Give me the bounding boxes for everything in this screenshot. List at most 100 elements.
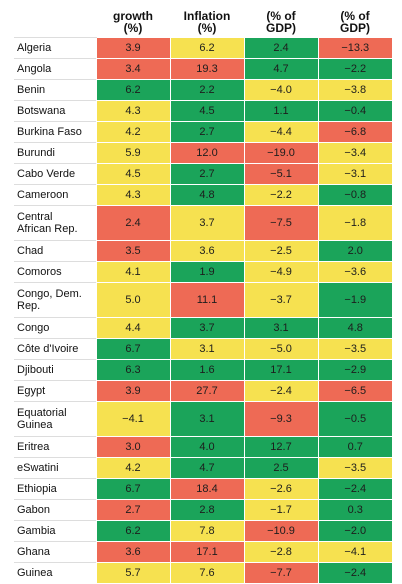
- external-cell: 0.3: [317, 499, 392, 521]
- country-name: Cameroon: [14, 184, 96, 206]
- external-cell: −3.1: [317, 163, 392, 185]
- fiscal-cell: −7.5: [243, 205, 318, 241]
- external-cell: −3.6: [317, 261, 392, 283]
- growth-cell: −4.1: [95, 401, 170, 437]
- fiscal-cell: −2.8: [243, 541, 318, 563]
- growth-cell: 5.7: [95, 562, 170, 583]
- country-name: Congo: [14, 317, 96, 339]
- growth-cell: 4.1: [95, 261, 170, 283]
- table-row: Burundi 5.9 12.0 −19.0 −3.4: [14, 142, 392, 164]
- inflation-cell: 3.1: [169, 338, 244, 360]
- growth-cell: 4.4: [95, 317, 170, 339]
- table-row: Central African Rep. 2.4 3.7 −7.5 −1.8: [14, 205, 392, 241]
- growth-cell: 6.7: [95, 338, 170, 360]
- fiscal-cell: −2.6: [243, 478, 318, 500]
- fiscal-cell: −5.1: [243, 163, 318, 185]
- inflation-cell: 3.7: [169, 317, 244, 339]
- growth-cell: 6.2: [95, 79, 170, 101]
- country-name: Central African Rep.: [14, 205, 96, 241]
- country-name: Egypt: [14, 380, 96, 402]
- country-name: Burundi: [14, 142, 96, 164]
- indicators-table: growth (%) Inflation (%) (% of GDP) (% o…: [14, 0, 392, 583]
- table-row: Burkina Faso 4.2 2.7 −4.4 −6.8: [14, 121, 392, 143]
- fiscal-cell: −4.0: [243, 79, 318, 101]
- fiscal-cell: −5.0: [243, 338, 318, 360]
- external-cell: −0.8: [317, 184, 392, 206]
- fiscal-cell: −4.4: [243, 121, 318, 143]
- external-cell: 2.0: [317, 240, 392, 262]
- table-row: Cabo Verde 4.5 2.7 −5.1 −3.1: [14, 163, 392, 185]
- growth-cell: 3.0: [95, 436, 170, 458]
- inflation-cell: 2.8: [169, 499, 244, 521]
- country-name: Botswana: [14, 100, 96, 122]
- inflation-cell: 7.8: [169, 520, 244, 542]
- table-row: Guinea 5.7 7.6 −7.7 −2.4: [14, 562, 392, 583]
- table-row: Egypt 3.9 27.7 −2.4 −6.5: [14, 380, 392, 402]
- fiscal-cell: 2.5: [243, 457, 318, 479]
- growth-cell: 6.3: [95, 359, 170, 381]
- external-cell: −6.8: [317, 121, 392, 143]
- external-cell: −3.4: [317, 142, 392, 164]
- inflation-cell: 1.9: [169, 261, 244, 283]
- external-cell: −2.4: [317, 478, 392, 500]
- fiscal-cell: −19.0: [243, 142, 318, 164]
- external-cell: −13.3: [317, 37, 392, 59]
- fiscal-cell: −2.2: [243, 184, 318, 206]
- inflation-cell: 6.2: [169, 37, 244, 59]
- inflation-cell: 3.6: [169, 240, 244, 262]
- country-name: Chad: [14, 240, 96, 262]
- fiscal-cell: 1.1: [243, 100, 318, 122]
- fiscal-cell: 2.4: [243, 37, 318, 59]
- header-growth: growth (%): [113, 9, 153, 35]
- fiscal-cell: −4.9: [243, 261, 318, 283]
- inflation-cell: 3.1: [169, 401, 244, 437]
- country-name: Ethiopia: [14, 478, 96, 500]
- external-cell: −3.5: [317, 457, 392, 479]
- growth-cell: 4.2: [95, 121, 170, 143]
- country-name: Comoros: [14, 261, 96, 283]
- growth-cell: 4.2: [95, 457, 170, 479]
- inflation-cell: 3.7: [169, 205, 244, 241]
- country-name: Burkina Faso: [14, 121, 96, 143]
- fiscal-cell: 12.7: [243, 436, 318, 458]
- growth-cell: 2.7: [95, 499, 170, 521]
- table-header: growth (%) Inflation (%) (% of GDP) (% o…: [14, 0, 392, 38]
- header-country: [14, 0, 96, 38]
- inflation-cell: 4.0: [169, 436, 244, 458]
- country-name: Congo, Dem. Rep.: [14, 282, 96, 318]
- country-name: Cabo Verde: [14, 163, 96, 185]
- country-name: Benin: [14, 79, 96, 101]
- external-cell: −3.8: [317, 79, 392, 101]
- table-row: Equatorial Guinea −4.1 3.1 −9.3 −0.5: [14, 401, 392, 437]
- country-name: Eritrea: [14, 436, 96, 458]
- table-row: Algeria 3.9 6.2 2.4 −13.3: [14, 37, 392, 59]
- table-body: Algeria 3.9 6.2 2.4 −13.3 Angola 3.4 19.3 4.7 −2.…: [14, 37, 392, 583]
- external-cell: −0.5: [317, 401, 392, 437]
- growth-cell: 6.2: [95, 520, 170, 542]
- country-name: Equatorial Guinea: [14, 401, 96, 437]
- table-row: Eritrea 3.0 4.0 12.7 0.7: [14, 436, 392, 458]
- growth-cell: 2.4: [95, 205, 170, 241]
- header-row: growth (%) Inflation (%) (% of GDP) (% o…: [14, 0, 392, 38]
- table-row: Djibouti 6.3 1.6 17.1 −2.9: [14, 359, 392, 381]
- growth-cell: 4.5: [95, 163, 170, 185]
- inflation-cell: 19.3: [169, 58, 244, 80]
- growth-cell: 4.3: [95, 100, 170, 122]
- inflation-cell: 4.7: [169, 457, 244, 479]
- fiscal-cell: −3.7: [243, 282, 318, 318]
- inflation-cell: 2.7: [169, 163, 244, 185]
- external-cell: −2.0: [317, 520, 392, 542]
- country-name: Algeria: [14, 37, 96, 59]
- table-row: Comoros 4.1 1.9 −4.9 −3.6: [14, 261, 392, 283]
- growth-cell: 3.5: [95, 240, 170, 262]
- growth-cell: 6.7: [95, 478, 170, 500]
- country-name: Ghana: [14, 541, 96, 563]
- table-row: eSwatini 4.2 4.7 2.5 −3.5: [14, 457, 392, 479]
- fiscal-cell: −9.3: [243, 401, 318, 437]
- table-row: Cameroon 4.3 4.8 −2.2 −0.8: [14, 184, 392, 206]
- inflation-cell: 4.5: [169, 100, 244, 122]
- inflation-cell: 12.0: [169, 142, 244, 164]
- header-external: (% of GDP): [340, 9, 370, 35]
- growth-cell: 3.4: [95, 58, 170, 80]
